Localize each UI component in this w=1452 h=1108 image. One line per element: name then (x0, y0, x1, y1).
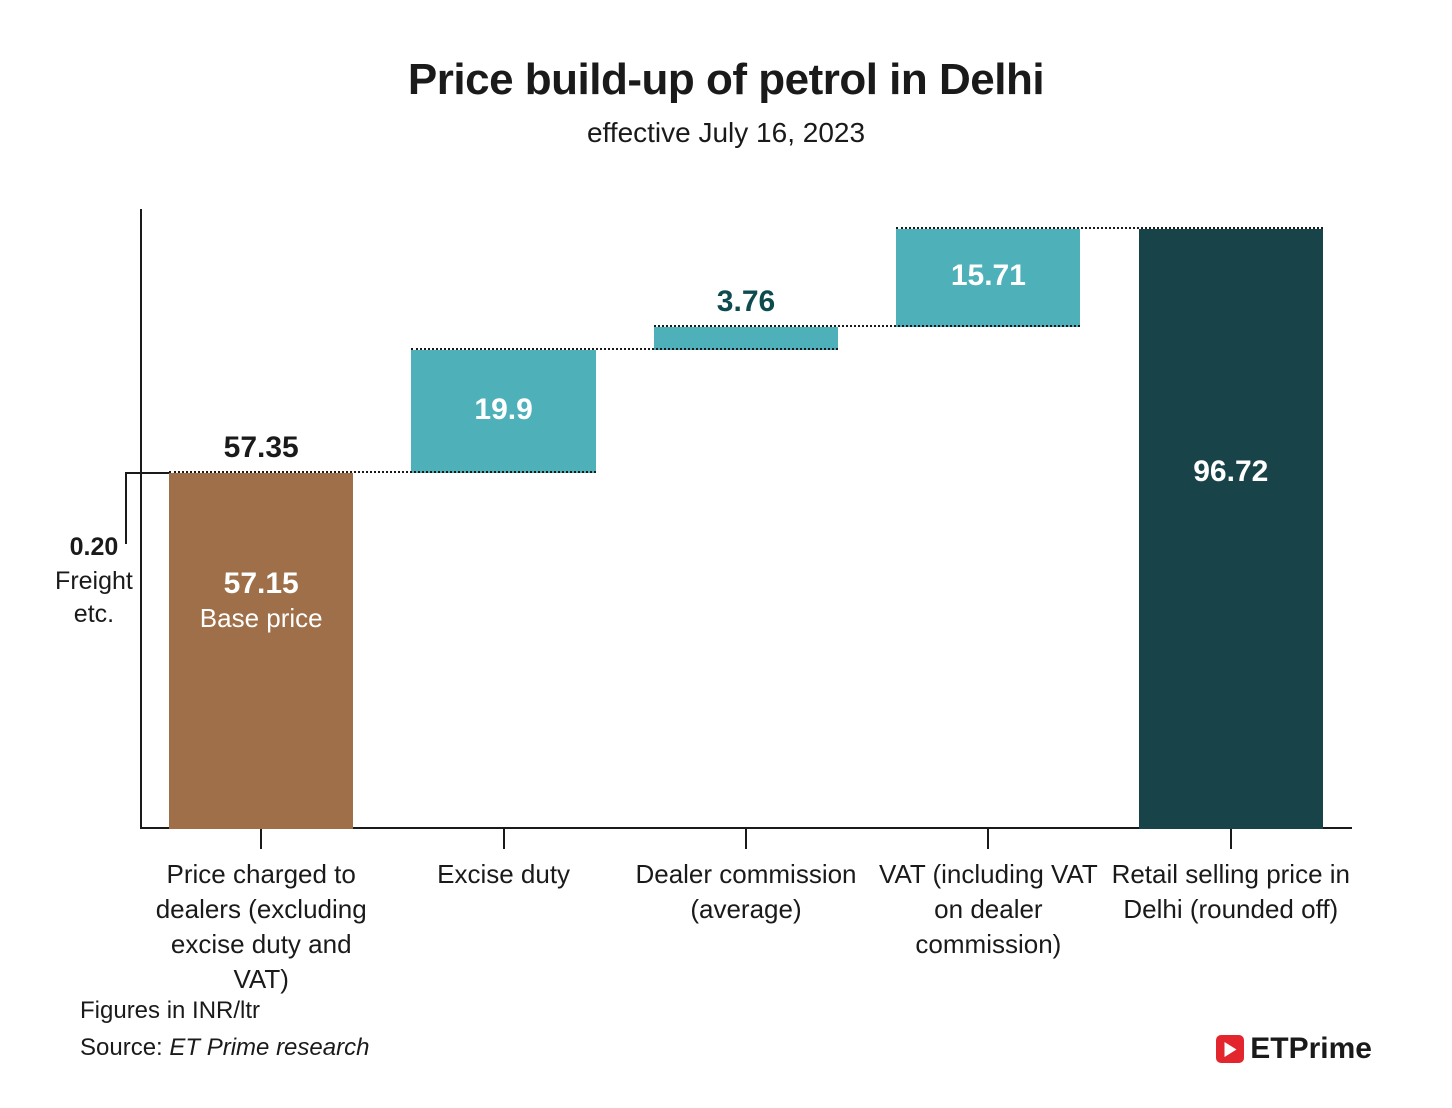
column-excise: 19.9 (382, 209, 624, 829)
x-label: Price charged to dealers (excluding exci… (140, 857, 382, 997)
connector-line (896, 227, 1323, 229)
chart-footer: Figures in INR/ltr Source: ET Prime rese… (80, 992, 369, 1066)
connector-line (169, 471, 596, 473)
connector-line (411, 348, 838, 350)
bar-inside-label: 57.15Base price (140, 567, 382, 634)
plot-area: 57.15Base price57.350.20Freight etc.19.9… (140, 209, 1352, 829)
brand-text: ETPrime (1250, 1032, 1372, 1066)
column-dealer_comm: 3.76 (625, 209, 867, 829)
value-label: 15.71 (867, 259, 1109, 293)
x-label: Retail selling price in Delhi (rounded o… (1110, 857, 1352, 927)
bar-segment (1139, 229, 1323, 829)
play-icon (1216, 1035, 1244, 1063)
tick (745, 829, 747, 849)
bar-segment (169, 473, 353, 474)
column-retail: 96.72 (1110, 209, 1352, 829)
value-label: 96.72 (1110, 455, 1352, 489)
value-label: 57.35 (140, 431, 382, 465)
source-note: Source: ET Prime research (80, 1029, 369, 1066)
tick (260, 829, 262, 849)
x-label: VAT (including VAT on dealer commission) (867, 857, 1109, 962)
connector-line (654, 325, 1081, 327)
value-label: 3.76 (625, 285, 867, 319)
chart-subtitle: effective July 16, 2023 (70, 117, 1382, 149)
brand-logo: ETPrime (1216, 1032, 1372, 1066)
figures-note: Figures in INR/ltr (80, 992, 369, 1029)
x-label: Excise duty (382, 857, 624, 892)
value-label: 19.9 (382, 393, 624, 427)
tick (1230, 829, 1232, 849)
x-label: Dealer commission (average) (625, 857, 867, 927)
bar-segment (169, 475, 353, 829)
tick (987, 829, 989, 849)
column-vat: 15.71 (867, 209, 1109, 829)
tick (503, 829, 505, 849)
chart-area: 57.15Base price57.350.20Freight etc.19.9… (70, 209, 1382, 829)
column-dealers: 57.15Base price57.350.20Freight etc. (140, 209, 382, 829)
freight-bracket-h (125, 472, 169, 474)
bar-segment (654, 327, 838, 350)
freight-annotation: 0.20Freight etc. (33, 531, 154, 632)
chart-title: Price build-up of petrol in Delhi (70, 55, 1382, 105)
chart-container: Price build-up of petrol in Delhi effect… (0, 0, 1452, 1108)
